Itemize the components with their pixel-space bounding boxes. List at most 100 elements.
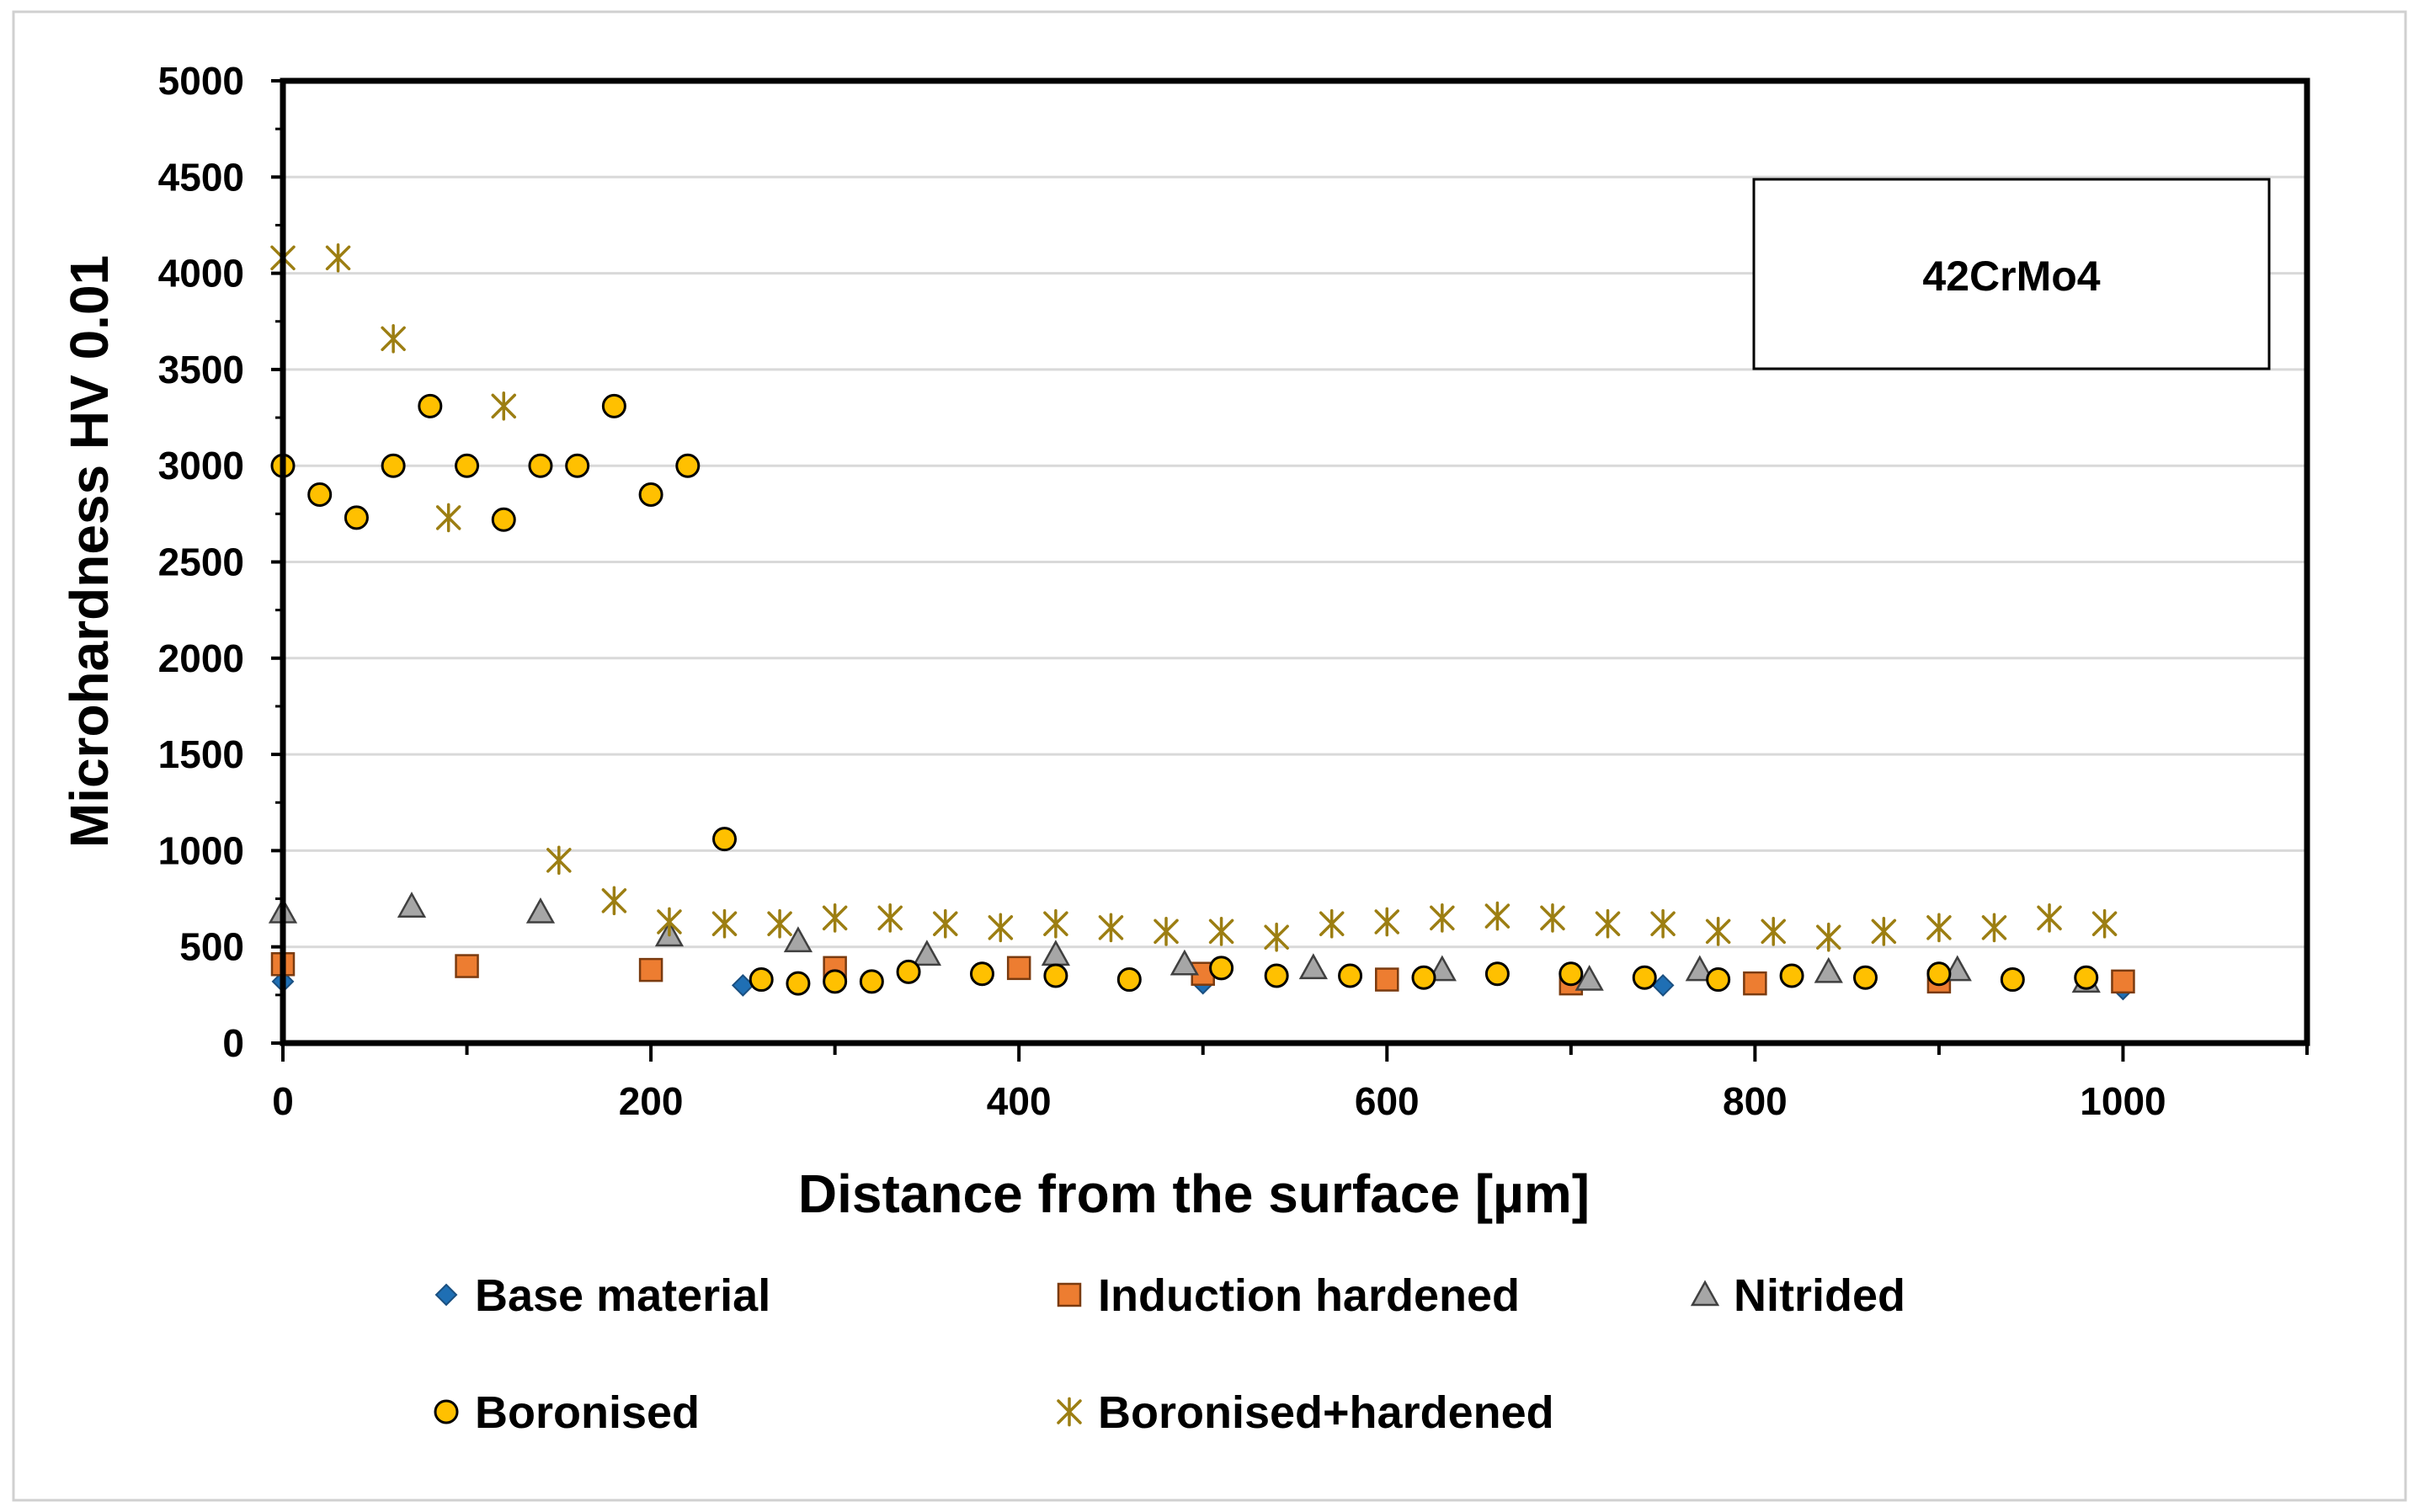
data-point-boronised [2000,967,2025,993]
y-tick-label: 4500 [158,155,244,199]
data-point-boronised-hardened [988,913,1014,943]
data-point-boronised [749,967,774,993]
y-tick-labels: 0 500 1000 1500 2000 2500 3000 3500 4000 4500 5000 [158,59,244,1065]
data-point-boronised-hardened [657,907,682,937]
data-point-boronised-hardened [711,908,738,939]
data-point-boronised [1116,967,1142,993]
x-axis-title: Distance from the surface [µm] [798,1163,1590,1224]
data-point-boronised [1484,961,1510,987]
data-point-boronised-hardened [1595,908,1621,939]
x-tick-label: 1000 [2080,1079,2166,1123]
legend-marker-diamond [434,1283,458,1307]
data-point-boronised-hardened [1981,913,2007,943]
series-nitrided [268,892,2101,993]
data-point-boronised-hardened [2091,908,2118,939]
annotation-label: 42CrMo4 [1922,253,2100,300]
data-point-induction-hardened [638,957,663,982]
y-tick-label: 2500 [158,540,244,584]
x-tick-label: 800 [1723,1079,1788,1123]
data-point-nitrided [1170,949,1199,976]
data-point-boronised-hardened [1264,922,1289,952]
data-point-induction-hardened [1743,971,1767,996]
y-tick-label: 2000 [158,636,244,680]
data-point-nitrided [397,892,427,918]
data-point-boronised [1264,963,1289,988]
legend-item-nitrided: Nitrided [1690,1270,1905,1321]
data-point-boronised [418,393,443,418]
data-point-induction-hardened [455,954,479,978]
plot-area-frame [280,77,2310,1046]
data-point-nitrided [1427,955,1457,982]
data-point-boronised-hardened [325,242,351,273]
data-point-boronised [823,969,848,994]
x-tick-label: 200 [619,1079,684,1123]
data-point-boronised [675,453,701,478]
data-point-induction-hardened [1006,956,1031,981]
data-point-boronised [528,453,553,478]
data-point-boronised [455,453,480,478]
data-point-nitrided [1814,956,1843,983]
data-point-boronised-hardened [1098,913,1124,943]
data-point-boronised-hardened [1650,908,1676,939]
data-point-boronised [1632,965,1657,990]
data-point-nitrided [912,940,942,966]
y-tick-label: 3000 [158,444,244,487]
legend-label: Boronised+hardened [1098,1387,1554,1438]
data-point-boronised-hardened [546,845,572,876]
y-tick-label: 0 [222,1021,244,1065]
data-point-boronised-hardened [1374,907,1400,937]
y-tick-label: 500 [179,925,244,969]
series-boronised-hardened [270,242,2118,952]
data-point-boronised [896,959,921,984]
legend: Base material Induction hardened Nitrided B… [434,1270,1905,1438]
data-point-boronised [565,453,590,478]
y-tick-label: 4000 [158,252,244,295]
data-point-boronised-hardened [933,908,958,939]
data-point-boronised-hardened [491,391,517,421]
y-tick-label: 3500 [158,348,244,391]
annotation-frame [1752,178,2271,370]
data-point-nitrided [1685,955,1714,982]
legend-label: Boronised [475,1387,700,1438]
data-point-boronised [344,505,369,530]
data-point-boronised [712,827,738,852]
data-point-boronised-hardened [601,886,627,916]
data-point-boronised-hardened [767,908,792,939]
data-point-boronised-hardened [1926,913,1952,943]
data-point-boronised [969,961,994,987]
legend-marker-triangle [1690,1280,1720,1307]
data-point-nitrided [1298,953,1328,980]
points-layer [268,242,2135,1001]
legend-label: Induction hardened [1098,1270,1520,1321]
x-tick-label: 0 [272,1079,294,1123]
data-point-boronised [1706,967,1731,993]
data-point-boronised [491,507,516,532]
data-point-induction-hardened [2111,969,2135,994]
legend-item-boronised: Boronised [434,1387,700,1438]
data-point-boronised [638,482,663,507]
data-point-nitrided [525,897,556,924]
y-tick-label: 5000 [158,59,244,103]
legend-marker-star [1057,1397,1082,1427]
data-point-boronised [2074,965,2099,990]
data-point-boronised-hardened [1484,901,1511,931]
data-point-boronised [786,971,811,996]
data-point-boronised-hardened [1816,922,1841,952]
data-point-nitrided [783,926,813,953]
data-point-boronised-hardened [1705,917,1731,946]
data-point-boronised [381,453,406,478]
data-point-boronised-hardened [2037,903,2062,933]
legend-label: Base material [475,1270,770,1321]
data-point-boronised-hardened [1208,917,1234,946]
y-tick-label: 1500 [158,732,244,776]
legend-marker-square [1057,1282,1082,1307]
data-point-boronised [1411,965,1436,990]
data-point-boronised-hardened [1043,908,1068,939]
data-point-boronised [1043,963,1068,988]
data-point-base-material [1651,974,1675,997]
x-tick-label: 600 [1355,1079,1420,1123]
x-tick-label: 400 [987,1079,1052,1123]
legend-item-base-material: Base material [434,1270,770,1321]
data-point-boronised [1558,961,1584,987]
